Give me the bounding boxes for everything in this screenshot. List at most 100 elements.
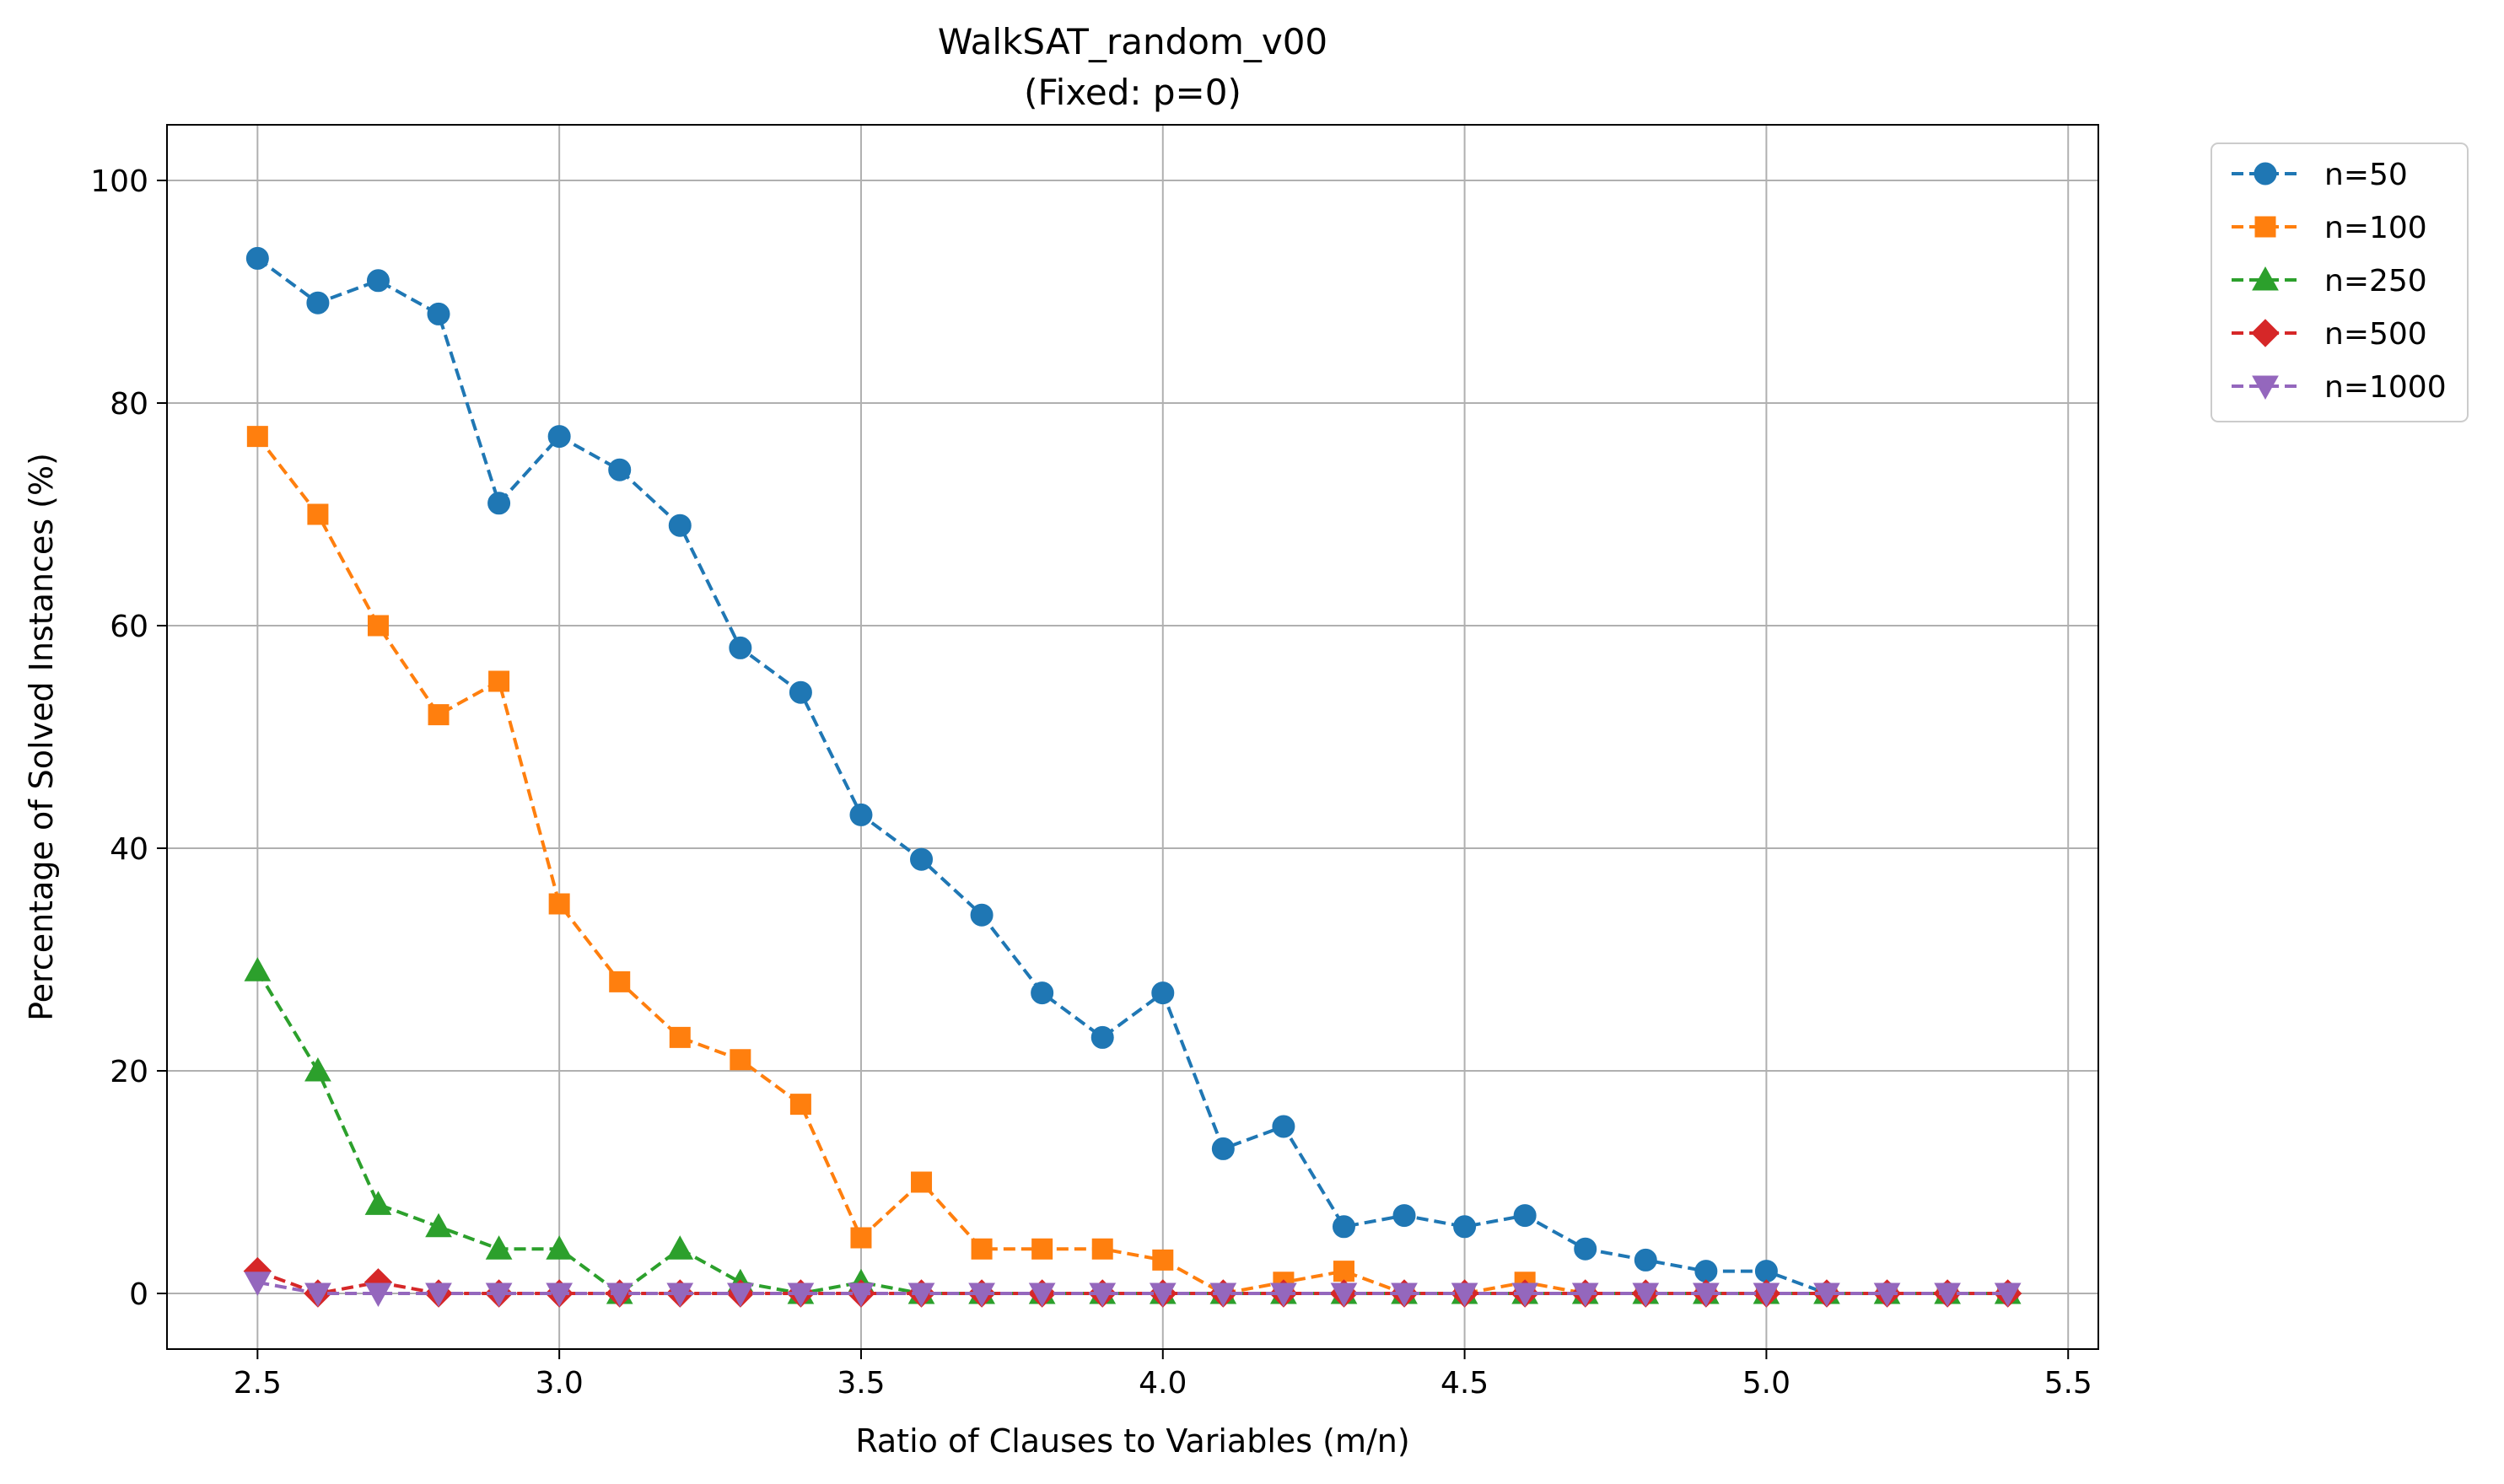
legend-items: n=50 n=100 n=250 n=500 n=1000 bbox=[2232, 158, 2447, 405]
data-point bbox=[547, 425, 571, 449]
y-axis-ticks: 0 20 40 60 80 100 bbox=[90, 164, 167, 1312]
y-tick-label: 20 bbox=[110, 1055, 148, 1089]
x-tick-label: 3.0 bbox=[536, 1366, 584, 1401]
data-point bbox=[1392, 1204, 1416, 1228]
data-point bbox=[787, 1282, 815, 1308]
data-point bbox=[730, 1049, 751, 1071]
data-point bbox=[911, 1171, 933, 1193]
data-point bbox=[1332, 1215, 1355, 1239]
data-point bbox=[1028, 1282, 1056, 1308]
data-point bbox=[548, 893, 570, 915]
legend-marker bbox=[2251, 319, 2280, 347]
x-tick-label: 4.0 bbox=[1139, 1366, 1187, 1401]
data-point bbox=[1091, 1238, 1113, 1260]
data-point bbox=[306, 291, 330, 315]
data-point bbox=[364, 1191, 392, 1215]
data-point bbox=[1753, 1282, 1780, 1308]
x-tick-label: 5.0 bbox=[1742, 1366, 1790, 1401]
data-point bbox=[1151, 981, 1175, 1005]
data-point bbox=[1330, 1282, 1358, 1308]
legend-entry: n=500 bbox=[2232, 317, 2427, 352]
data-point bbox=[848, 1282, 875, 1308]
legend-marker bbox=[2252, 266, 2279, 291]
legend-label: n=500 bbox=[2324, 317, 2427, 352]
data-point bbox=[1149, 1282, 1177, 1308]
series-n=1000 bbox=[244, 1272, 2022, 1308]
data-point bbox=[849, 803, 873, 826]
data-point bbox=[1692, 1282, 1720, 1308]
data-point bbox=[1209, 1282, 1237, 1308]
legend-entry: n=250 bbox=[2232, 264, 2427, 298]
legend-entry: n=1000 bbox=[2232, 370, 2447, 405]
data-point bbox=[1333, 1261, 1354, 1282]
data-point bbox=[245, 246, 269, 270]
data-point bbox=[666, 1235, 694, 1260]
data-point bbox=[1090, 1025, 1114, 1049]
data-point bbox=[1513, 1204, 1537, 1228]
data-point bbox=[425, 1212, 452, 1238]
data-point bbox=[1634, 1248, 1657, 1272]
y-tick-label: 40 bbox=[110, 832, 148, 867]
data-point bbox=[1391, 1282, 1418, 1308]
data-point bbox=[428, 704, 450, 726]
legend-entry: n=50 bbox=[2232, 158, 2408, 192]
y-tick-label: 0 bbox=[129, 1277, 148, 1312]
legend-marker bbox=[2254, 216, 2276, 238]
data-point bbox=[606, 1282, 633, 1308]
data-point bbox=[427, 302, 450, 325]
data-point bbox=[970, 903, 994, 927]
legend-label: n=250 bbox=[2324, 264, 2427, 298]
data-point bbox=[910, 847, 934, 871]
data-point bbox=[789, 1094, 811, 1116]
data-point bbox=[971, 1238, 993, 1260]
legend-marker bbox=[2252, 375, 2279, 401]
data-point bbox=[907, 1282, 935, 1308]
data-point bbox=[609, 971, 631, 992]
data-point bbox=[425, 1282, 452, 1308]
legend-label: n=50 bbox=[2324, 158, 2408, 192]
data-point bbox=[1031, 1238, 1053, 1260]
data-point bbox=[244, 1272, 272, 1296]
data-point bbox=[1994, 1282, 2022, 1308]
data-point bbox=[1031, 981, 1054, 1005]
data-point bbox=[488, 670, 510, 692]
data-point bbox=[850, 1227, 872, 1249]
data-point bbox=[1453, 1215, 1477, 1239]
series-layer bbox=[243, 246, 2022, 1308]
data-point bbox=[729, 636, 752, 659]
data-point bbox=[1272, 1115, 1295, 1138]
series-line bbox=[256, 1280, 2008, 1295]
legend-label: n=1000 bbox=[2324, 370, 2447, 405]
x-tick-label: 3.5 bbox=[837, 1366, 885, 1401]
chart-subtitle: (Fixed: p=0) bbox=[1024, 72, 1241, 113]
data-point bbox=[546, 1235, 573, 1260]
data-point bbox=[608, 458, 632, 481]
legend-marker bbox=[2254, 162, 2277, 186]
data-point bbox=[1574, 1237, 1597, 1261]
data-point bbox=[1754, 1260, 1778, 1283]
y-tick-label: 80 bbox=[110, 387, 148, 422]
data-point bbox=[366, 269, 390, 293]
data-point bbox=[307, 503, 329, 525]
x-tick-label: 2.5 bbox=[234, 1366, 282, 1401]
data-point bbox=[1571, 1282, 1599, 1308]
x-tick-label: 5.5 bbox=[2044, 1366, 2092, 1401]
data-point bbox=[1152, 1249, 1174, 1271]
data-point bbox=[304, 1057, 331, 1082]
data-point bbox=[485, 1235, 513, 1260]
data-point bbox=[666, 1282, 694, 1308]
legend-label: n=100 bbox=[2324, 211, 2427, 245]
y-tick-label: 60 bbox=[110, 610, 148, 644]
data-point bbox=[1451, 1282, 1478, 1308]
legend-box bbox=[2211, 142, 2469, 422]
data-point bbox=[1089, 1282, 1117, 1308]
chart-title: WalkSAT_random_v00 bbox=[938, 21, 1327, 62]
data-point bbox=[1694, 1260, 1718, 1283]
data-point bbox=[1270, 1282, 1297, 1308]
grid-lines bbox=[167, 125, 2098, 1349]
data-point bbox=[364, 1282, 392, 1308]
data-point bbox=[367, 615, 389, 637]
data-point bbox=[244, 957, 272, 981]
